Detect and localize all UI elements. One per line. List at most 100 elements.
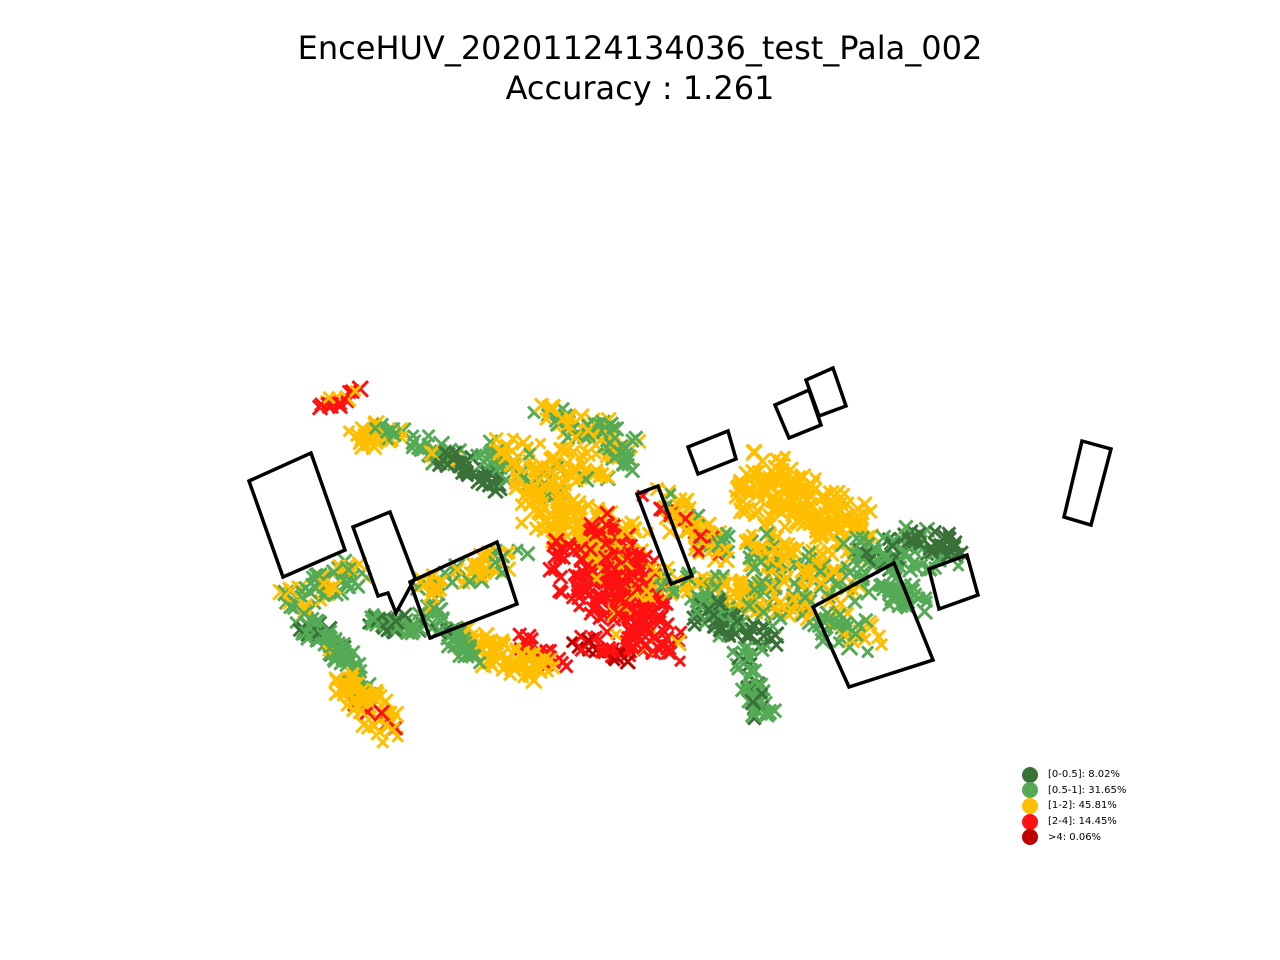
scatter-point xyxy=(776,496,794,515)
scatter-point xyxy=(756,470,772,487)
legend-label: [1-2]: 45.81% xyxy=(1048,800,1117,812)
scatter-point xyxy=(540,459,553,472)
scatter-point xyxy=(311,613,325,627)
scatter-point xyxy=(924,544,940,560)
scatter-point xyxy=(765,578,783,596)
scatter-point xyxy=(744,621,759,637)
scatter-point xyxy=(474,568,489,584)
scatter-point xyxy=(798,487,812,501)
scatter-point xyxy=(556,655,570,669)
scatter-point xyxy=(615,438,629,452)
scatter-point xyxy=(815,516,833,533)
scatter-point xyxy=(525,671,543,690)
scatter-point xyxy=(754,554,769,569)
scatter-point xyxy=(915,558,929,572)
scatter-point xyxy=(584,521,602,538)
scatter-point xyxy=(599,505,616,522)
scatter-point xyxy=(424,580,442,598)
scatter-point xyxy=(729,613,745,629)
scatter-point xyxy=(317,577,330,590)
scatter-point xyxy=(781,607,797,623)
scatter-point xyxy=(357,682,371,696)
scatter-point xyxy=(802,515,818,532)
scatter-point xyxy=(349,678,362,691)
scatter-point xyxy=(580,632,597,649)
scatter-point xyxy=(726,645,740,659)
obstacle-outline xyxy=(926,552,981,612)
legend-item: [0-0.5]: 8.02% xyxy=(1022,766,1126,783)
scatter-point xyxy=(322,390,336,405)
scatter-point xyxy=(832,635,846,649)
scatter-point xyxy=(342,424,356,438)
scatter-point xyxy=(456,645,475,664)
scatter-point xyxy=(734,492,752,510)
scatter-point xyxy=(553,569,569,585)
scatter-point xyxy=(469,469,482,482)
scatter-point xyxy=(423,444,441,462)
scatter-point xyxy=(731,577,747,593)
scatter-point xyxy=(339,560,358,579)
scatter-point xyxy=(512,627,528,643)
scatter-point xyxy=(572,407,590,426)
scatter-point xyxy=(582,523,596,537)
scatter-point xyxy=(341,650,357,666)
scatter-point xyxy=(440,638,457,654)
scatter-point xyxy=(862,503,878,520)
scatter-point xyxy=(522,447,537,461)
scatter-point xyxy=(827,563,841,576)
scatter-point xyxy=(770,476,784,489)
scatter-point xyxy=(557,482,572,497)
scatter-point xyxy=(547,548,563,565)
scatter-point xyxy=(528,520,544,537)
scatter-point xyxy=(927,524,943,539)
scatter-point xyxy=(811,556,829,574)
scatter-point xyxy=(537,650,553,666)
scatter-point xyxy=(444,574,460,590)
scatter-point xyxy=(942,529,956,543)
scatter-point xyxy=(507,480,524,496)
scatter-point xyxy=(797,589,813,606)
scatter-point xyxy=(742,549,758,566)
scatter-point xyxy=(510,457,525,472)
scatter-point xyxy=(837,487,851,501)
scatter-point xyxy=(513,645,531,662)
scatter-point xyxy=(691,544,706,559)
scatter-point xyxy=(332,395,348,411)
scatter-point xyxy=(606,522,620,536)
scatter-point xyxy=(742,662,759,679)
scatter-point xyxy=(567,567,582,582)
scatter-point xyxy=(344,383,361,400)
scatter-point xyxy=(472,655,487,670)
scatter-point xyxy=(283,599,299,615)
scatter-point xyxy=(741,532,758,549)
obstacle-outline xyxy=(810,560,936,690)
chart-title: EnceHUV_20201124134036_test_Pala_002 xyxy=(297,29,983,67)
scatter-point xyxy=(574,642,590,658)
scatter-point xyxy=(624,566,641,583)
scatter-point xyxy=(885,592,902,609)
scatter-point xyxy=(602,644,618,659)
scatter-point xyxy=(694,576,707,589)
scatter-point xyxy=(849,500,866,517)
scatter-point xyxy=(345,701,362,718)
scatter-point xyxy=(701,516,718,533)
scatter-point xyxy=(457,639,475,656)
scatter-point xyxy=(763,580,778,595)
scatter-point xyxy=(620,630,634,644)
scatter-point xyxy=(781,461,800,479)
scatter-point xyxy=(548,411,565,429)
scatter-point xyxy=(715,533,728,547)
scatter-point xyxy=(606,518,622,533)
scatter-point xyxy=(875,584,889,597)
scatter-point xyxy=(520,660,538,679)
scatter-point xyxy=(496,635,510,649)
scatter-point xyxy=(734,499,753,517)
scatter-point xyxy=(898,519,914,536)
scatter-point xyxy=(826,616,844,634)
scatter-point xyxy=(746,663,763,679)
legend-marker xyxy=(1022,813,1038,830)
scatter-point xyxy=(687,617,702,633)
scatter-point xyxy=(592,416,605,429)
scatter-point xyxy=(712,596,728,612)
